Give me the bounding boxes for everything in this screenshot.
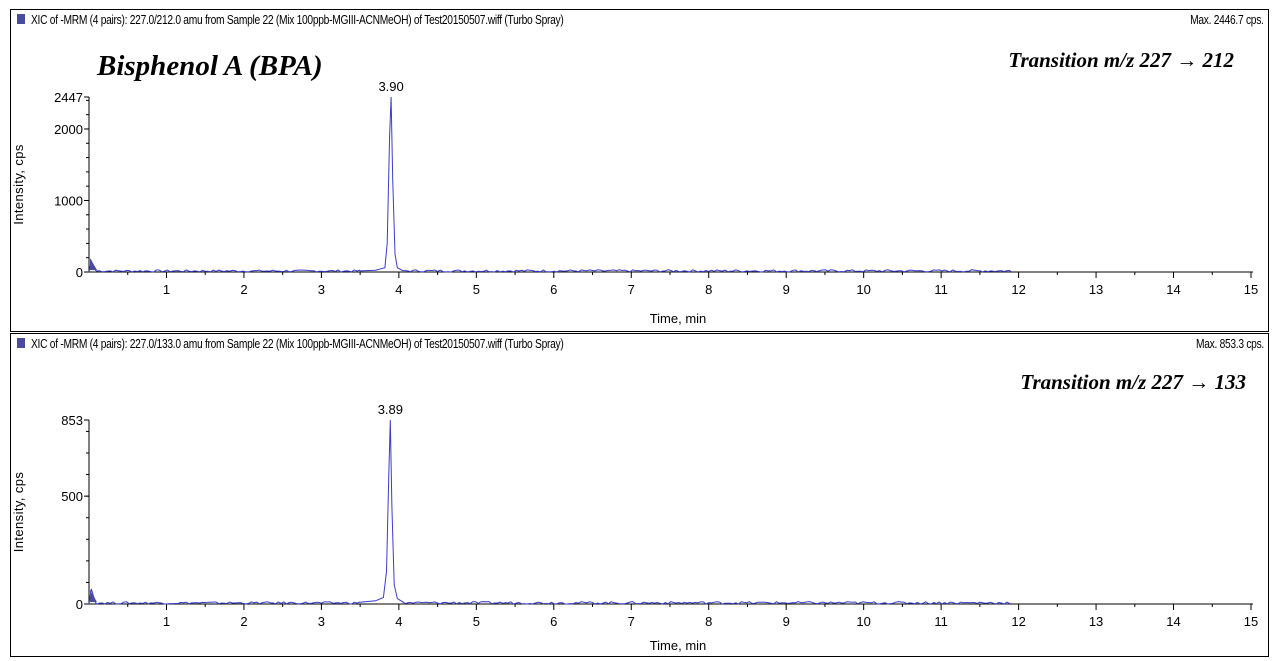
x-tick-label: 3 bbox=[318, 614, 325, 629]
peak-retention-label: 3.90 bbox=[378, 79, 403, 94]
x-tick-label: 14 bbox=[1166, 614, 1180, 629]
x-tick-label: 6 bbox=[550, 614, 557, 629]
x-tick-label: 8 bbox=[705, 282, 712, 297]
x-tick-label: 14 bbox=[1166, 282, 1180, 297]
x-tick-label: 10 bbox=[856, 282, 870, 297]
x-tick-label: 1 bbox=[163, 614, 170, 629]
xic-trace-line bbox=[88, 96, 1012, 273]
x-tick-label: 2 bbox=[240, 282, 247, 297]
x-tick-label: 5 bbox=[473, 614, 480, 629]
max-intensity-label: Max. 2446.7 cps. bbox=[1190, 13, 1265, 27]
x-tick-label: 6 bbox=[550, 282, 557, 297]
x-tick-label: 15 bbox=[1244, 614, 1258, 629]
x-tick-label: 3 bbox=[318, 282, 325, 297]
x-tick-label: 11 bbox=[934, 282, 948, 297]
x-tick-label: 12 bbox=[1011, 282, 1025, 297]
x-tick-label: 10 bbox=[856, 614, 870, 629]
peak-retention-label: 3.89 bbox=[378, 402, 403, 417]
x-tick-label: 12 bbox=[1011, 614, 1025, 629]
x-tick-label: 7 bbox=[628, 614, 635, 629]
x-tick-label: 11 bbox=[934, 614, 948, 629]
xic-trace-line bbox=[88, 419, 1012, 605]
y-tick-label: 853 bbox=[61, 413, 83, 428]
panel-header: XIC of -MRM (4 pairs): 227.0/212.0 amu f… bbox=[11, 10, 1268, 30]
transition-annotation: Transition m/z 227 → 133 bbox=[1020, 370, 1246, 394]
y-axis-title: Intensity, cps bbox=[11, 144, 26, 225]
x-tick-label: 4 bbox=[395, 614, 402, 629]
y-tick-label: 0 bbox=[76, 265, 83, 280]
y-tick-label: 0 bbox=[76, 597, 83, 612]
trace-marker-icon bbox=[17, 338, 25, 348]
x-axis-title: Time, min bbox=[650, 638, 707, 653]
y-tick-label: 1000 bbox=[54, 193, 83, 208]
chromatogram-panel-133: XIC of -MRM (4 pairs): 227.0/133.0 amu f… bbox=[10, 333, 1269, 657]
xic-title: XIC of -MRM (4 pairs): 227.0/133.0 amu f… bbox=[31, 337, 564, 351]
y-tick-label: 500 bbox=[61, 489, 83, 504]
trace-start-marker bbox=[90, 258, 97, 270]
y-tick-label: 2000 bbox=[54, 122, 83, 137]
xic-title: XIC of -MRM (4 pairs): 227.0/212.0 amu f… bbox=[31, 13, 564, 27]
y-axis-title: Intensity, cps bbox=[11, 472, 26, 553]
panel-header: XIC of -MRM (4 pairs): 227.0/133.0 amu f… bbox=[11, 334, 1268, 354]
x-tick-label: 7 bbox=[628, 282, 635, 297]
transition-annotation: Transition m/z 227 → 212 bbox=[1008, 48, 1234, 72]
x-tick-label: 8 bbox=[705, 614, 712, 629]
x-tick-label: 2 bbox=[240, 614, 247, 629]
trace-marker-icon bbox=[17, 14, 25, 24]
x-axis-title: Time, min bbox=[650, 311, 707, 326]
chromatogram-panel-212: XIC of -MRM (4 pairs): 227.0/212.0 amu f… bbox=[10, 9, 1269, 332]
x-tick-label: 4 bbox=[395, 282, 402, 297]
y-tick-label: 2447 bbox=[54, 90, 83, 105]
trace-start-marker bbox=[90, 590, 97, 602]
compound-name: Bisphenol A (BPA) bbox=[97, 50, 323, 82]
x-tick-label: 13 bbox=[1089, 282, 1103, 297]
x-tick-label: 9 bbox=[783, 282, 790, 297]
x-tick-label: 15 bbox=[1244, 282, 1258, 297]
x-tick-label: 13 bbox=[1089, 614, 1103, 629]
chromatogram-plot-212: 1 2 3 4 5 6 7 8 9 10 11 12 13 14 150100020002447Time, … bbox=[11, 79, 1258, 326]
x-tick-label: 1 bbox=[163, 282, 170, 297]
x-tick-label: 9 bbox=[783, 614, 790, 629]
max-intensity-label: Max. 853.3 cps. bbox=[1195, 337, 1264, 351]
x-tick-label: 5 bbox=[473, 282, 480, 297]
